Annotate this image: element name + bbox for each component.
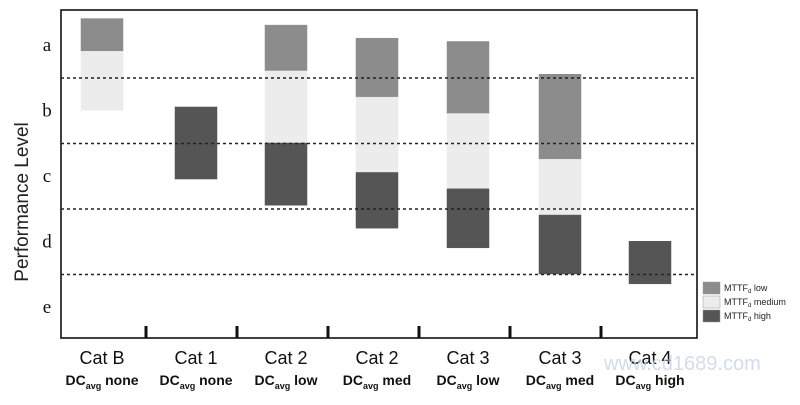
x-axis-tick	[144, 326, 148, 338]
bar-segment	[355, 37, 399, 98]
bar-segment	[446, 113, 490, 190]
x-tick-label: Cat 3	[538, 348, 581, 368]
x-tick-label: Cat 3	[446, 348, 489, 368]
y-tick-label: a	[43, 35, 52, 56]
x-tick-label: Cat 4	[628, 348, 671, 368]
bar-segment	[80, 51, 124, 111]
gridlines	[61, 77, 697, 276]
legend-swatch	[702, 295, 721, 309]
legend: MTTFd low MTTFd medium MTTFd high	[702, 281, 786, 323]
bar-segment	[264, 142, 308, 206]
watermark: www.cd1689.com	[603, 353, 761, 375]
bar-segment	[355, 172, 399, 229]
legend-label: MTTFd high	[724, 311, 771, 323]
legend-swatch	[702, 309, 721, 323]
x-axis-tick	[417, 326, 421, 338]
x-tick-label: Cat 2	[264, 348, 307, 368]
x-axis-tick	[508, 326, 512, 338]
x-tick-label: Cat B	[79, 348, 124, 368]
legend-item: MTTFd high	[702, 309, 771, 323]
x-tick-sublabel: DCavg none	[65, 372, 138, 391]
legend-item: MTTFd low	[702, 281, 768, 295]
y-tick-label: b	[42, 100, 52, 121]
x-axis-tick	[599, 326, 603, 338]
x-tick-sublabel: DCavg med	[343, 372, 411, 391]
bar-segment	[446, 188, 490, 249]
bar-segment	[538, 159, 582, 216]
x-tick-label: Cat 2	[355, 348, 398, 368]
y-tick-label: c	[43, 166, 51, 187]
legend-item: MTTFd medium	[702, 295, 786, 309]
bar-segment	[628, 241, 672, 285]
x-axis-tick	[235, 326, 239, 338]
x-tick-sublabel: DCavg med	[526, 372, 594, 391]
legend-swatch	[702, 281, 721, 295]
bar-segment	[538, 214, 582, 275]
x-tick-sublabel: DCavg low	[255, 372, 318, 391]
y-axis: Performance Level a b c d e	[12, 35, 52, 318]
bar-segment	[355, 96, 399, 173]
bar-segment	[538, 73, 582, 160]
y-tick-label: e	[43, 297, 51, 318]
legend-label: MTTFd medium	[724, 297, 786, 309]
x-tick-label: Cat 1	[174, 348, 217, 368]
bar-segment	[264, 70, 308, 144]
legend-label: MTTFd low	[724, 283, 768, 295]
bar-segment	[80, 18, 124, 52]
x-tick-sublabel: DCavg none	[159, 372, 232, 391]
y-tick-label: d	[42, 231, 52, 252]
x-axis-tick	[326, 326, 330, 338]
x-axis: Cat B DCavg none Cat 1 DCavg none Cat 2 DCavg…	[65, 326, 685, 391]
x-tick-sublabel: DCavg low	[437, 372, 500, 391]
y-axis-label: Performance Level	[12, 122, 33, 281]
x-tick-sublabel: DCavg high	[615, 372, 684, 391]
bar-segment	[264, 24, 308, 72]
